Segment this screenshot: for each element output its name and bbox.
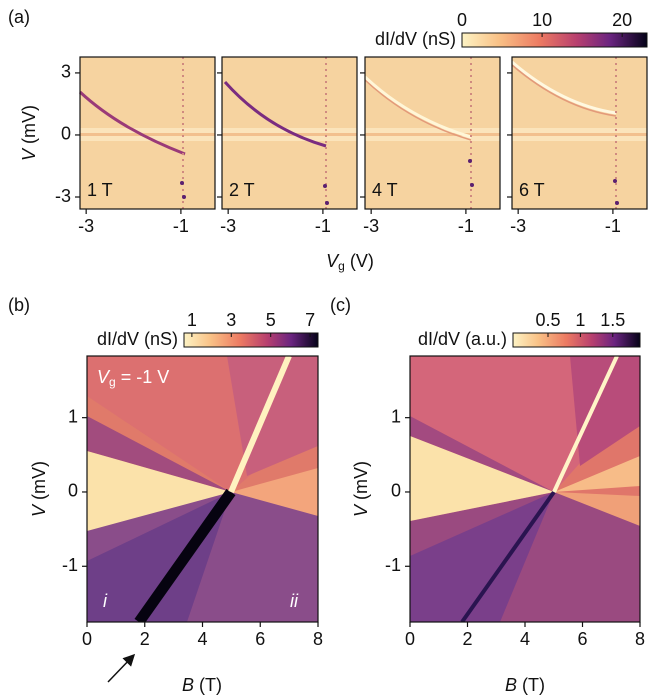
plot-frame <box>364 56 501 210</box>
heatmap <box>511 57 647 209</box>
heatmap <box>363 57 500 209</box>
y-tick-label: 1 <box>68 406 78 426</box>
y-tick-label: 0 <box>68 481 78 501</box>
y-axis-label-part: (mV) <box>351 461 371 500</box>
x-axis-label-part: (T) <box>522 675 545 695</box>
y-tick-label: 1 <box>391 406 401 426</box>
y-tick-label: 3 <box>61 62 71 82</box>
y-axis-label: V (mV) <box>19 105 39 161</box>
panel-label: (c) <box>330 295 351 315</box>
y-tick-label: -1 <box>62 555 78 575</box>
x-tick-label: 4 <box>520 629 530 649</box>
y-axis-label-part: V <box>351 503 371 517</box>
colorbar-tick-label: 0.5 <box>535 310 560 330</box>
heatmap <box>410 356 640 622</box>
x-axis-label-part: V <box>326 251 340 271</box>
y-axis-label-part: V <box>29 503 49 517</box>
colorbar-tick-label: 1 <box>187 310 197 330</box>
colorbar-tick-label: 7 <box>305 310 315 330</box>
x-axis-label-part: B <box>505 675 517 695</box>
plot-frame <box>79 56 216 210</box>
x-tick-label: -1 <box>458 216 474 236</box>
annotation: Vg = -1 V <box>97 367 169 389</box>
heatmap-images <box>78 57 647 209</box>
colorbar-label: dI/dV (nS) <box>97 329 178 349</box>
x-tick-label: 2 <box>462 629 472 649</box>
y-tick-label: 0 <box>61 124 71 144</box>
x-tick-label: 2 <box>140 629 150 649</box>
colorbar-tick-label: 0 <box>457 10 467 30</box>
y-tick-label: -1 <box>385 555 401 575</box>
x-tick-label: 8 <box>313 629 323 649</box>
arrow <box>107 653 136 683</box>
annotation-part: V <box>97 367 111 387</box>
y-axis-label: V (mV) <box>29 461 49 517</box>
subplot-label: 6 T <box>519 180 545 200</box>
x-tick-label: -3 <box>78 216 94 236</box>
x-axis-label-part: (T) <box>199 675 222 695</box>
x-tick-label: 0 <box>405 629 415 649</box>
colorbar <box>183 332 319 348</box>
y-axis-label-part: V <box>19 147 39 161</box>
y-axis-label: V (mV) <box>351 461 371 517</box>
colorbar-label: dI/dV (a.u.) <box>418 329 507 349</box>
x-tick-label: 4 <box>197 629 207 649</box>
x-tick-label: -3 <box>363 216 379 236</box>
x-axis-label: Vg (V) <box>326 251 374 273</box>
y-tick-label: -3 <box>55 186 71 206</box>
y-axis-label-part: (mV) <box>19 105 39 144</box>
colorbar-tick-label: 20 <box>612 10 632 30</box>
x-axis-label: B (T) <box>182 675 222 695</box>
x-axis-label-part: g <box>338 259 345 273</box>
region-label: ii <box>290 591 299 611</box>
x-tick-label: -3 <box>510 216 526 236</box>
panel-label: (b) <box>8 295 30 315</box>
annotation-part: g <box>109 375 116 389</box>
x-tick-label: 0 <box>82 629 92 649</box>
plot-frame <box>511 56 648 210</box>
x-axis-label-part: B <box>182 675 194 695</box>
y-axis-label-part: (mV) <box>29 461 49 500</box>
x-tick-label: -3 <box>220 216 236 236</box>
x-tick-label: -1 <box>605 216 621 236</box>
colorbar-tick-label: 5 <box>266 310 276 330</box>
annotation-part: = -1 V <box>121 367 170 387</box>
subplot-label: 4 T <box>372 180 398 200</box>
x-axis-label: B (T) <box>505 675 545 695</box>
colorbar <box>512 332 641 348</box>
heatmap <box>78 57 215 209</box>
colorbar-tick-label: 1.5 <box>600 310 625 330</box>
colorbar-tick-label: 10 <box>532 10 552 30</box>
plot-frame <box>221 56 358 210</box>
region-label: i <box>103 591 108 611</box>
x-tick-label: 6 <box>577 629 587 649</box>
x-tick-label: -1 <box>315 216 331 236</box>
colorbar-label: dI/dV (nS) <box>375 29 456 49</box>
x-tick-label: 6 <box>255 629 265 649</box>
y-tick-label: 0 <box>391 481 401 501</box>
x-tick-label: 8 <box>635 629 645 649</box>
colorbar <box>461 32 648 48</box>
colorbar-tick-label: 1 <box>575 310 585 330</box>
panel-label: (a) <box>8 7 30 27</box>
colorbar-tick-label: 3 <box>226 310 236 330</box>
subplot-label: 2 T <box>229 180 255 200</box>
x-tick-label: -1 <box>173 216 189 236</box>
heatmap <box>87 356 318 622</box>
subplot-label: 1 T <box>87 180 113 200</box>
x-axis-label-part: (V) <box>350 251 374 271</box>
heatmap <box>222 57 357 209</box>
